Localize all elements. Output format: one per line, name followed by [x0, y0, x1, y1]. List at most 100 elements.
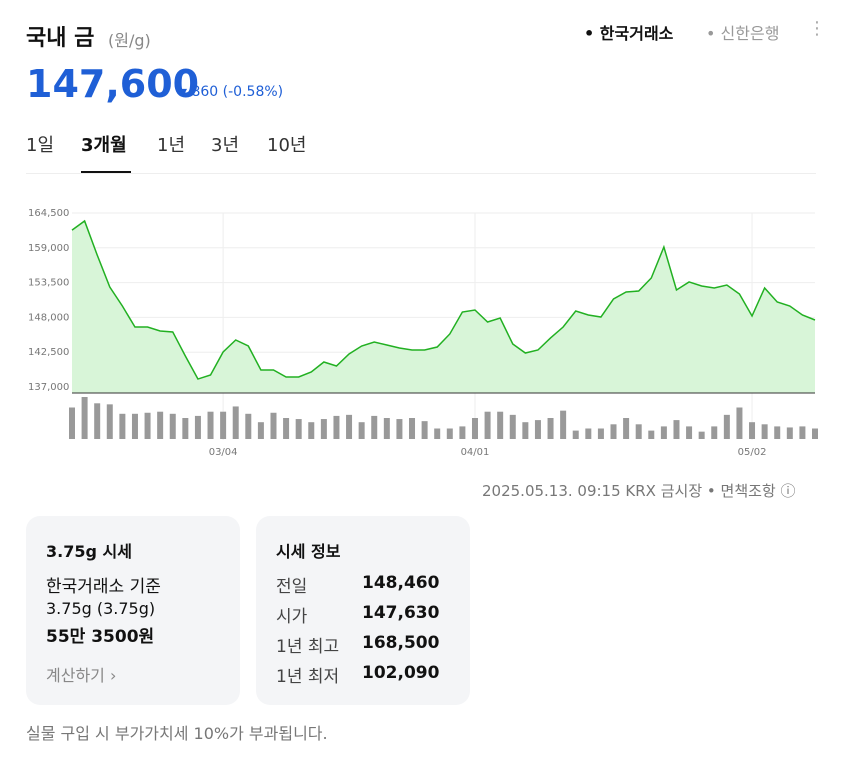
volume-bar — [232, 406, 239, 439]
card-price: 55만 3500원 — [46, 627, 155, 647]
volume-bar — [623, 418, 630, 439]
volume-bar — [786, 427, 793, 439]
volume-bar — [157, 411, 164, 439]
volume-bar — [610, 424, 617, 439]
volume-bar — [119, 413, 126, 439]
volume-bar — [295, 419, 302, 439]
x-tick-label: 05/02 — [738, 447, 767, 458]
y-tick-label: 142,500 — [28, 347, 69, 358]
price: 147,600 — [26, 62, 200, 106]
volume-bar — [383, 418, 390, 439]
area — [72, 220, 815, 393]
volume-bar — [774, 426, 781, 439]
tab[interactable]: 10년 — [267, 135, 307, 156]
volume-bar — [81, 397, 88, 439]
y-tick-label: 153,500 — [28, 278, 69, 289]
card-title: 3.75g 시세 — [46, 542, 132, 561]
volume-bar — [812, 428, 818, 439]
info-value: 102,090 — [362, 663, 440, 683]
change: ▾ 860 (-0.58%) — [180, 84, 284, 100]
info-label: 1년 최저 — [276, 667, 340, 687]
volume-bar — [346, 414, 353, 439]
volume-bar — [560, 410, 567, 439]
volume-bar — [534, 420, 541, 439]
card-3-75g: 3.75g 시세 한국거래소 기준 3.75g (3.75g) 55만 3500… — [26, 516, 240, 705]
volume-bar — [245, 413, 252, 439]
y-tick-label: 137,000 — [28, 382, 69, 393]
volume-bar — [686, 426, 693, 439]
volume-bar — [333, 415, 340, 439]
volume-bar — [660, 426, 667, 439]
tab-underline — [81, 171, 131, 173]
unit: (원/g) — [108, 31, 151, 50]
volume-bar — [547, 418, 554, 439]
volume-bar — [597, 428, 604, 439]
volume-bar — [749, 422, 756, 439]
volume-bar — [572, 430, 579, 439]
volume-bar — [736, 407, 743, 439]
card-line: 한국거래소 기준 — [46, 577, 161, 597]
info-label: 전일 — [276, 577, 308, 597]
volume-bar — [673, 420, 680, 439]
volume-bar — [169, 413, 176, 439]
volume-bar — [257, 422, 264, 439]
disclaimer[interactable]: 면책조항 — [720, 482, 776, 500]
source-option[interactable]: • 신한은행 — [706, 24, 780, 43]
x-tick-label: 03/04 — [209, 447, 238, 458]
chart: 164,500 159,000 153,500 148,000 142,500 137,0… — [28, 208, 818, 458]
volume-bar — [220, 411, 227, 439]
divider — [26, 173, 816, 174]
tab[interactable]: 1년 — [157, 135, 186, 156]
volume-bar — [207, 411, 214, 439]
volume-bar — [371, 415, 378, 439]
y-tick-label: 164,500 — [28, 208, 69, 219]
source: 신한은행 — [720, 24, 780, 43]
x-tick-label: 04/01 — [461, 447, 490, 458]
volume-bar — [799, 426, 806, 439]
volume-bar — [459, 426, 466, 439]
volume-bar — [409, 418, 416, 439]
volume-bar — [522, 422, 529, 439]
info-value: 168,500 — [362, 633, 440, 653]
volume-bar — [358, 422, 365, 439]
card-info: 시세 정보 전일 148,460 시가 147,630 1년 최고 168,500 1년 최… — [256, 516, 470, 705]
footer-note: 실물 구입 시 부가가치세 10%가 부과됩니다. — [26, 724, 328, 743]
volume-bar — [471, 418, 478, 439]
link-text: 계산하기 — [46, 666, 105, 685]
volume-bar — [509, 414, 516, 439]
more-menu[interactable]: ⋮ — [808, 18, 826, 39]
volume-bar — [283, 418, 290, 439]
volume-bar — [308, 422, 315, 439]
volume-bar — [194, 415, 201, 439]
info-value: 147,630 — [362, 603, 440, 623]
tab[interactable]: 1일 — [26, 135, 55, 156]
calc-link[interactable]: 계산하기 › — [46, 666, 117, 685]
tab[interactable]: 3개월 — [81, 135, 127, 156]
info-label: 시가 — [276, 607, 308, 627]
volume-bar — [761, 424, 768, 439]
volume-bar — [270, 412, 277, 439]
volume-bar — [421, 421, 428, 439]
volume-bar — [144, 412, 151, 439]
title: 국내 금 — [26, 26, 95, 51]
volume-bar — [698, 431, 705, 439]
card-line: 3.75g (3.75g) — [46, 599, 156, 618]
source-active[interactable]: • 한국거래소 — [584, 24, 674, 43]
change-pct: (-0.58%) — [222, 84, 284, 100]
volume-bar — [182, 418, 189, 439]
source: 한국거래소 — [599, 24, 674, 43]
volume-bar — [648, 430, 655, 439]
y-tick-label: 159,000 — [28, 243, 69, 254]
volume-bar — [723, 414, 730, 439]
volume-bar — [106, 404, 113, 439]
volume-bar — [484, 411, 491, 439]
volume-bar — [94, 403, 101, 439]
volume-bar — [711, 426, 718, 439]
volume-bar — [635, 424, 642, 439]
tab[interactable]: 3년 — [211, 135, 240, 156]
timestamp: 2025.05.13. 09:15 KRX 금시장 • 면책조항 ⓘ — [482, 482, 796, 500]
price-line — [71, 219, 816, 380]
volume-bar — [446, 428, 453, 439]
y-tick-label: 148,000 — [28, 312, 69, 323]
